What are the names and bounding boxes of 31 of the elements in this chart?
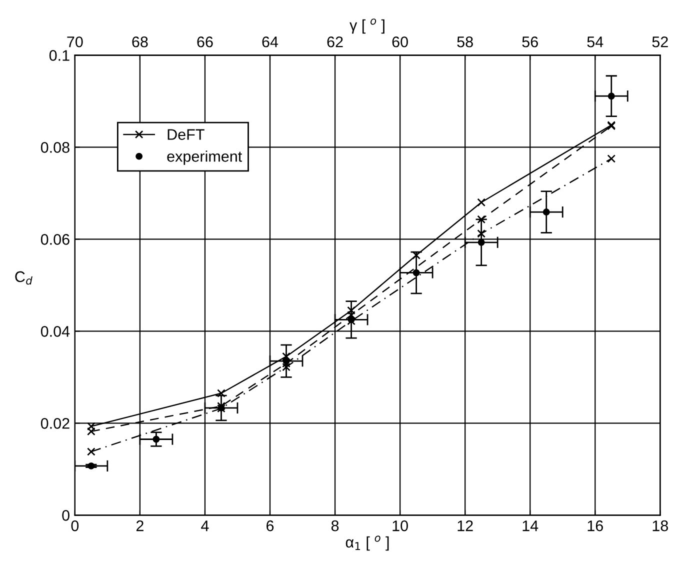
x-tick-label: 2	[136, 520, 144, 532]
x-axis-title: α$_{1}$ [ $^{o}$ ]	[346, 536, 389, 551]
x2-tick-label: 66	[197, 36, 213, 48]
y-tick-label: 0.06	[40, 234, 70, 245]
x-tick-label: 18	[652, 520, 668, 532]
x2-tick-label: 54	[587, 36, 604, 48]
x-tick-label: 6	[266, 520, 274, 532]
x2-tick-label: 68	[132, 36, 148, 48]
x2-tick-label: 62	[327, 36, 343, 48]
x2-tick-label: 60	[392, 36, 408, 48]
legend-label: DeFT	[168, 129, 204, 140]
x2-tick-label: 64	[262, 36, 278, 48]
x2-tick-label: 70	[67, 36, 83, 48]
y-tick-label: 0.1	[49, 50, 70, 61]
y-tick-label: 0	[62, 510, 70, 521]
y-axis-title: C$_{d}$	[15, 271, 32, 285]
y-tick-label: 0.02	[40, 418, 70, 429]
x2-tick-label: 58	[457, 36, 473, 48]
x-tick-label: 4	[201, 520, 209, 532]
x-tick-label: 10	[392, 520, 408, 532]
x2-tick-label: 56	[522, 36, 538, 48]
x2-tick-label: 52	[652, 36, 668, 48]
x-tick-label: 14	[522, 520, 538, 532]
x-tick-label: 0	[71, 520, 79, 532]
x2-axis-title: γ [ $^{o}$ ]	[350, 18, 384, 34]
x-tick-label: 16	[588, 520, 603, 532]
x-tick-label: 8	[331, 520, 339, 532]
x-tick-label: 12	[458, 520, 473, 532]
legend-label: experiment	[167, 150, 242, 165]
y-tick-label: 0.04	[40, 326, 70, 337]
y-tick-label: 0.08	[40, 142, 70, 153]
